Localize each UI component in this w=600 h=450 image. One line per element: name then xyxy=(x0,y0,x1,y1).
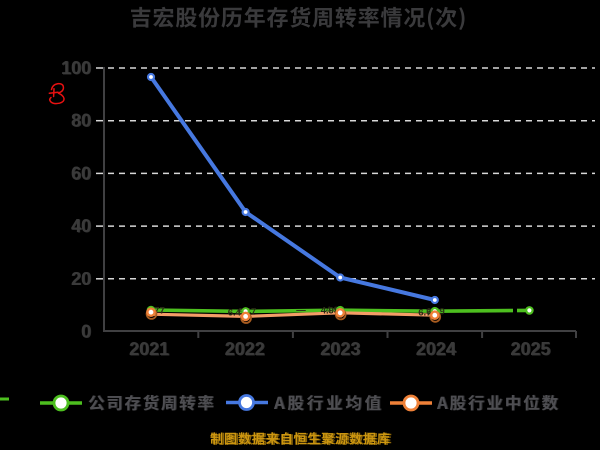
svg-text:2023: 2023 xyxy=(321,339,361,359)
svg-text:4.98: 4.98 xyxy=(321,306,340,317)
svg-text:20: 20 xyxy=(72,269,92,289)
svg-text:0: 0 xyxy=(81,322,91,342)
svg-text:80: 80 xyxy=(72,111,92,131)
svg-text:2022: 2022 xyxy=(225,339,265,359)
svg-text:—: — xyxy=(296,305,306,316)
svg-text:60: 60 xyxy=(71,163,91,183)
svg-text:2021: 2021 xyxy=(129,339,169,359)
svg-text:0: 0 xyxy=(82,322,92,342)
svg-text:2024: 2024 xyxy=(416,339,456,359)
svg-text:2023: 2023 xyxy=(320,339,360,359)
svg-text:2025: 2025 xyxy=(510,339,550,359)
svg-text:100: 100 xyxy=(61,58,91,78)
svg-text:2022: 2022 xyxy=(225,339,265,359)
svg-text:6.79: 6.79 xyxy=(418,308,437,319)
svg-text:100: 100 xyxy=(62,58,92,78)
svg-text:4.98: 4.98 xyxy=(326,305,345,316)
svg-text:40: 40 xyxy=(72,217,92,237)
svg-text:80: 80 xyxy=(71,111,91,131)
svg-text:2021: 2021 xyxy=(130,339,170,359)
svg-text:40: 40 xyxy=(71,216,91,236)
svg-text:60: 60 xyxy=(72,164,92,184)
svg-text:20: 20 xyxy=(71,269,91,289)
svg-text:6.47: 6.47 xyxy=(228,308,247,319)
svg-text:2024: 2024 xyxy=(417,339,457,359)
svg-text:2025: 2025 xyxy=(511,339,551,359)
